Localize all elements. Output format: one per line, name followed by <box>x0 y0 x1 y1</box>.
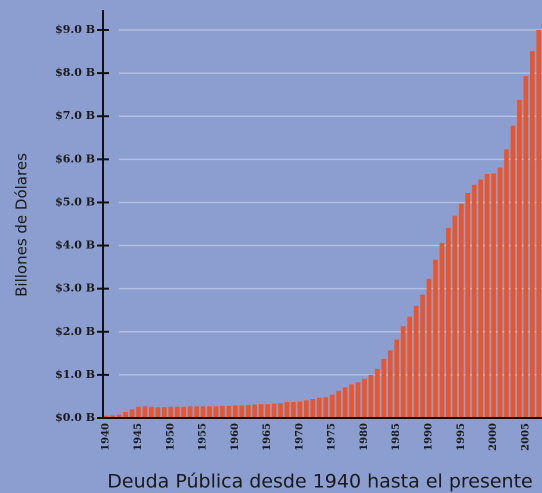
x-tick-label: 1970 <box>294 423 305 451</box>
bar <box>103 415 109 418</box>
y-axis-label: Billones de Dólares <box>13 153 31 297</box>
bar <box>510 125 516 418</box>
x-tick-label: 1980 <box>359 423 370 451</box>
bar <box>400 326 406 418</box>
y-tick-label: $6.0 B <box>55 152 95 165</box>
bar <box>446 227 451 418</box>
bar <box>349 384 354 418</box>
bar <box>291 402 296 418</box>
bar <box>123 411 128 418</box>
bar <box>517 99 522 418</box>
bar <box>362 378 367 418</box>
bar <box>342 387 348 418</box>
bar <box>336 390 341 418</box>
x-tick-label: 1975 <box>327 423 338 451</box>
bar <box>458 203 464 418</box>
bar <box>174 406 180 418</box>
bar <box>116 414 122 418</box>
bar <box>523 76 529 418</box>
bar <box>181 406 187 418</box>
bar <box>168 406 174 418</box>
bar <box>491 173 496 418</box>
bar <box>355 382 361 418</box>
bar <box>200 406 206 418</box>
bar <box>497 167 503 418</box>
bar <box>284 402 290 418</box>
y-tick-label: $2.0 B <box>55 325 95 338</box>
bar <box>413 305 419 418</box>
bar <box>187 406 193 418</box>
bar <box>239 405 245 418</box>
bar <box>471 184 477 418</box>
bar <box>478 179 483 418</box>
bar <box>220 405 225 418</box>
bar <box>149 406 154 418</box>
bar <box>129 409 135 418</box>
bar <box>142 406 148 418</box>
bar <box>233 405 238 418</box>
bar <box>136 406 141 418</box>
bar <box>323 397 329 418</box>
bar <box>484 173 490 418</box>
bar <box>381 358 387 418</box>
y-tick-label: $4.0 B <box>55 239 95 252</box>
bar <box>213 406 219 418</box>
y-tick-label: $5.0 B <box>55 195 95 208</box>
bar <box>194 406 199 418</box>
x-tick-label: 1965 <box>262 423 273 451</box>
bar <box>420 294 425 418</box>
x-tick-label: 1985 <box>391 423 402 451</box>
bar <box>271 403 277 418</box>
bar <box>439 242 445 418</box>
bar <box>368 374 374 418</box>
y-tick-label: $7.0 B <box>55 109 95 122</box>
y-tick-label: $3.0 B <box>55 282 95 295</box>
bar <box>394 339 400 418</box>
bar <box>265 404 270 418</box>
bar <box>155 407 161 418</box>
bar <box>278 403 283 418</box>
bar <box>426 278 432 418</box>
bar <box>433 259 438 418</box>
bar <box>529 51 535 418</box>
bar <box>258 404 264 418</box>
bar <box>245 405 251 418</box>
bar <box>536 30 542 418</box>
bar <box>207 406 212 418</box>
x-tick-label: 1950 <box>165 423 176 451</box>
bar <box>162 407 167 418</box>
bar <box>465 192 471 418</box>
bar <box>110 415 116 418</box>
bar <box>252 404 258 418</box>
bar <box>297 401 303 418</box>
bar <box>387 350 393 418</box>
y-tick-label: $9.0 B <box>55 23 95 36</box>
x-tick-label: 1955 <box>198 423 209 451</box>
x-tick-label: 2005 <box>520 423 531 451</box>
x-tick-label: 1995 <box>456 423 467 451</box>
bar <box>304 400 309 418</box>
x-tick-label: 1960 <box>230 423 241 451</box>
y-tick-label: $1.0 B <box>55 368 95 381</box>
bar <box>316 397 322 418</box>
bar <box>329 394 335 418</box>
y-tick-label: $0.0 B <box>55 411 95 424</box>
bar <box>310 399 316 418</box>
x-tick-label: 1940 <box>101 423 112 451</box>
x-tick-label: 1990 <box>424 423 435 451</box>
x-tick-label: 1945 <box>133 423 144 451</box>
bar <box>375 368 380 418</box>
chart-title: Deuda Pública desde 1940 hasta el presen… <box>107 471 533 493</box>
bar <box>407 316 412 418</box>
bar <box>504 149 509 418</box>
y-tick-label: $8.0 B <box>55 66 95 79</box>
x-tick-label: 2000 <box>488 423 499 451</box>
bar <box>452 215 458 418</box>
bar <box>226 405 232 418</box>
